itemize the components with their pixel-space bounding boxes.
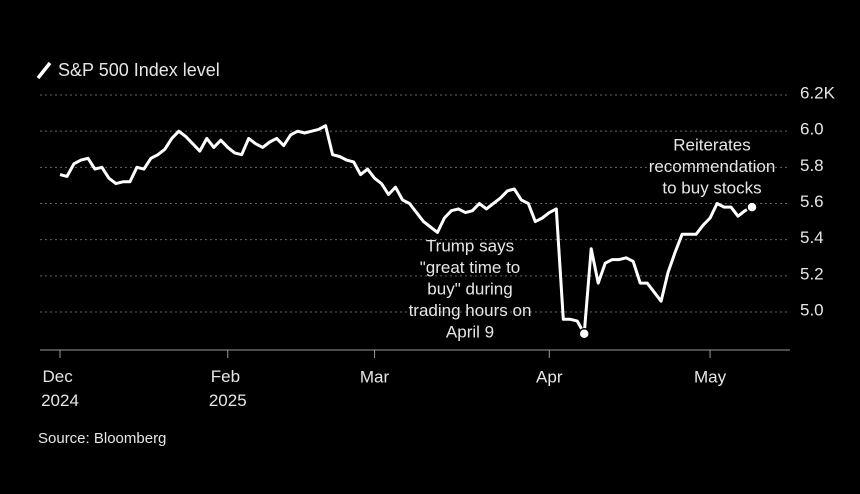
- x-tick-label: Apr: [536, 367, 563, 386]
- annotation-text: April 9: [446, 322, 494, 341]
- annotation-dot: [578, 327, 590, 340]
- annotation-text: Trump says: [426, 236, 514, 255]
- y-tick-label: 5.6: [800, 192, 824, 211]
- annotation-text: to buy stocks: [662, 178, 761, 197]
- x-tick-label-line: Feb: [211, 367, 245, 386]
- y-tick-label: 5.8: [800, 156, 824, 175]
- y-tick-label: 5.2: [800, 264, 824, 283]
- legend-label: S&P 500 Index level: [58, 60, 220, 80]
- x-tick-label: May: [694, 367, 727, 386]
- x-tick-label: Dec 2024: [41, 367, 79, 410]
- y-tick-label: 6.0: [800, 120, 824, 139]
- y-tick-label: 5.4: [800, 228, 824, 247]
- x-tick-label: Feb 2025: [209, 367, 247, 410]
- y-tick-label: 6.2K: [800, 83, 836, 102]
- x-tick-label: Mar: [360, 367, 390, 386]
- annotation-text: recommendation: [649, 157, 776, 176]
- annotation-dot: [746, 201, 758, 213]
- legend-swatch: [36, 61, 52, 80]
- annotation-text: "great time to: [420, 258, 521, 277]
- annotation-text: trading hours on: [409, 301, 532, 320]
- source: Source: Bloomberg: [38, 430, 166, 447]
- x-tick-label-line: 2024: [41, 391, 79, 410]
- annotation-text: buy" during: [427, 279, 512, 298]
- line-series: [59, 124, 753, 336]
- x-tick-label-line: Dec: [43, 367, 78, 386]
- annotation-text: Reiterates: [673, 135, 750, 154]
- y-tick-label: 5.0: [800, 301, 824, 320]
- x-tick-label-line: 2025: [209, 391, 247, 410]
